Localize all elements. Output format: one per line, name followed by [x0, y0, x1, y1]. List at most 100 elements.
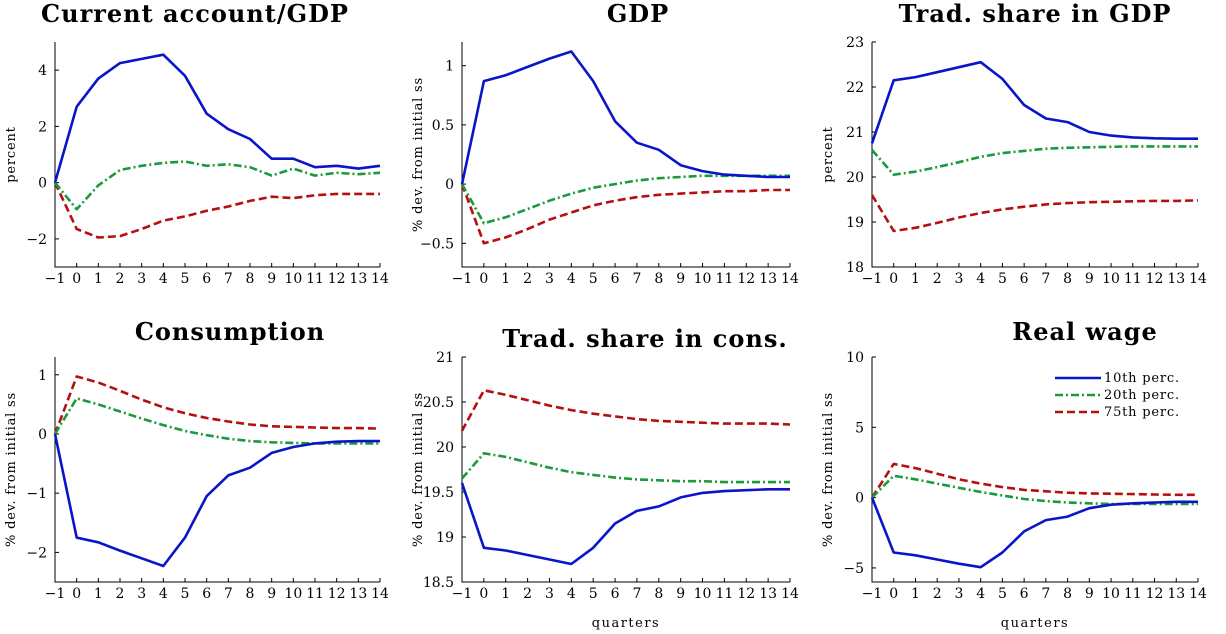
- y-tick-label: 19: [846, 215, 864, 231]
- y-tick-label: 10: [846, 350, 864, 366]
- x-tick-label: 4: [567, 271, 576, 287]
- y-tick-label: 21: [436, 350, 454, 366]
- x-tick-label: 3: [545, 271, 554, 287]
- x-tick-label: 5: [998, 586, 1007, 602]
- x-tick-label: 7: [224, 271, 233, 287]
- x-tick-label: 10: [284, 271, 302, 287]
- x-tick-label: 5: [589, 586, 598, 602]
- x-tick-label: 8: [1063, 271, 1072, 287]
- x-tick-label: 6: [202, 271, 211, 287]
- x-tick-label: 12: [737, 271, 755, 287]
- x-tick-label: 11: [715, 586, 733, 602]
- x-tick-label: −1: [452, 586, 473, 602]
- legend-label-p20: 20th perc.: [1104, 388, 1180, 403]
- y-axis-label: % dev. from initial ss: [411, 392, 426, 547]
- x-tick-label: −1: [452, 271, 473, 287]
- series-line-p10: [870, 497, 1198, 569]
- x-tick-label: 1: [94, 271, 103, 287]
- x-tick-label: 1: [911, 271, 920, 287]
- y-tick-label: 0: [38, 427, 47, 443]
- panel-title: Current account/GDP: [41, 0, 349, 28]
- y-tick-label: −2: [26, 545, 47, 561]
- x-tick-label: 1: [911, 586, 920, 602]
- x-tick-label: 6: [611, 586, 620, 602]
- y-tick-label: −0.5: [420, 236, 454, 252]
- x-tick-label: 13: [1167, 586, 1185, 602]
- x-tick-label: 7: [1041, 586, 1050, 602]
- x-axis-label: quarters: [592, 616, 660, 631]
- y-axis-label: percent: [4, 126, 19, 182]
- y-axis-label: percent: [821, 126, 836, 182]
- y-tick-label: 0.5: [432, 118, 454, 134]
- x-tick-label: 14: [371, 586, 389, 602]
- x-tick-label: 0: [889, 586, 898, 602]
- x-tick-label: 7: [632, 586, 641, 602]
- axis-frame: [461, 42, 790, 268]
- y-tick-label: 20.5: [423, 395, 454, 411]
- x-tick-label: 8: [1063, 586, 1072, 602]
- y-axis-label: % dev. from initial ss: [4, 392, 19, 547]
- axis-frame: [54, 357, 380, 583]
- x-tick-label: 7: [1041, 271, 1050, 287]
- y-tick-label: −2: [26, 232, 47, 248]
- y-tick-label: 4: [38, 63, 47, 79]
- panel-title: GDP: [607, 0, 669, 28]
- x-tick-label: 3: [545, 586, 554, 602]
- series-line-p75: [460, 388, 791, 432]
- x-tick-label: 12: [737, 586, 755, 602]
- x-tick-label: −1: [862, 586, 883, 602]
- y-axis-label: % dev. from initial ss: [411, 77, 426, 232]
- y-axis-label: % dev. from initial ss: [821, 392, 836, 547]
- y-tick-label: 0: [38, 176, 47, 192]
- x-tick-label: 7: [632, 271, 641, 287]
- x-tick-label: 10: [1102, 271, 1120, 287]
- x-tick-label: 4: [159, 586, 168, 602]
- x-tick-label: 10: [1102, 586, 1120, 602]
- series-line-p75: [53, 182, 380, 239]
- x-tick-label: 6: [1020, 586, 1029, 602]
- x-tick-label: 5: [589, 271, 598, 287]
- x-tick-label: 2: [116, 586, 125, 602]
- x-tick-label: 10: [694, 586, 712, 602]
- y-tick-label: 21: [846, 125, 864, 141]
- x-tick-label: 14: [371, 271, 389, 287]
- x-tick-label: 13: [759, 271, 777, 287]
- legend-label-p75: 75th perc.: [1104, 405, 1180, 420]
- x-tick-label: 9: [1085, 586, 1094, 602]
- x-tick-label: 12: [1146, 586, 1164, 602]
- x-tick-label: 6: [611, 271, 620, 287]
- x-tick-label: 9: [676, 586, 685, 602]
- x-tick-label: 3: [137, 271, 146, 287]
- x-tick-label: 8: [246, 586, 255, 602]
- y-tick-label: 23: [846, 35, 864, 51]
- series-line-p20: [460, 174, 790, 225]
- x-tick-label: 11: [306, 271, 324, 287]
- series-line-p75: [870, 194, 1199, 233]
- legend-label-p10: 10th perc.: [1104, 371, 1180, 386]
- x-tick-label: 9: [267, 586, 276, 602]
- y-tick-label: 2: [38, 119, 47, 135]
- y-tick-label: 22: [846, 80, 864, 96]
- x-tick-label: 12: [328, 271, 346, 287]
- y-tick-label: 1: [38, 368, 47, 384]
- x-tick-label: 9: [267, 271, 276, 287]
- x-tick-label: 2: [933, 586, 942, 602]
- x-tick-label: 2: [523, 586, 532, 602]
- x-tick-label: 0: [72, 271, 81, 287]
- x-tick-label: 11: [715, 271, 733, 287]
- series-line-p75: [53, 375, 381, 435]
- x-tick-label: 14: [1189, 271, 1207, 287]
- y-tick-label: 19: [436, 530, 454, 546]
- y-tick-label: −1: [26, 486, 47, 502]
- x-tick-label: 1: [94, 586, 103, 602]
- x-tick-label: 13: [349, 586, 367, 602]
- x-tick-label: 12: [328, 586, 346, 602]
- x-tick-label: 2: [523, 271, 532, 287]
- x-tick-label: 13: [349, 271, 367, 287]
- y-tick-label: 18.5: [423, 575, 454, 591]
- y-tick-label: 5: [855, 420, 864, 436]
- axis-frame: [461, 357, 790, 583]
- x-tick-label: 9: [1085, 271, 1094, 287]
- x-tick-label: 4: [567, 586, 576, 602]
